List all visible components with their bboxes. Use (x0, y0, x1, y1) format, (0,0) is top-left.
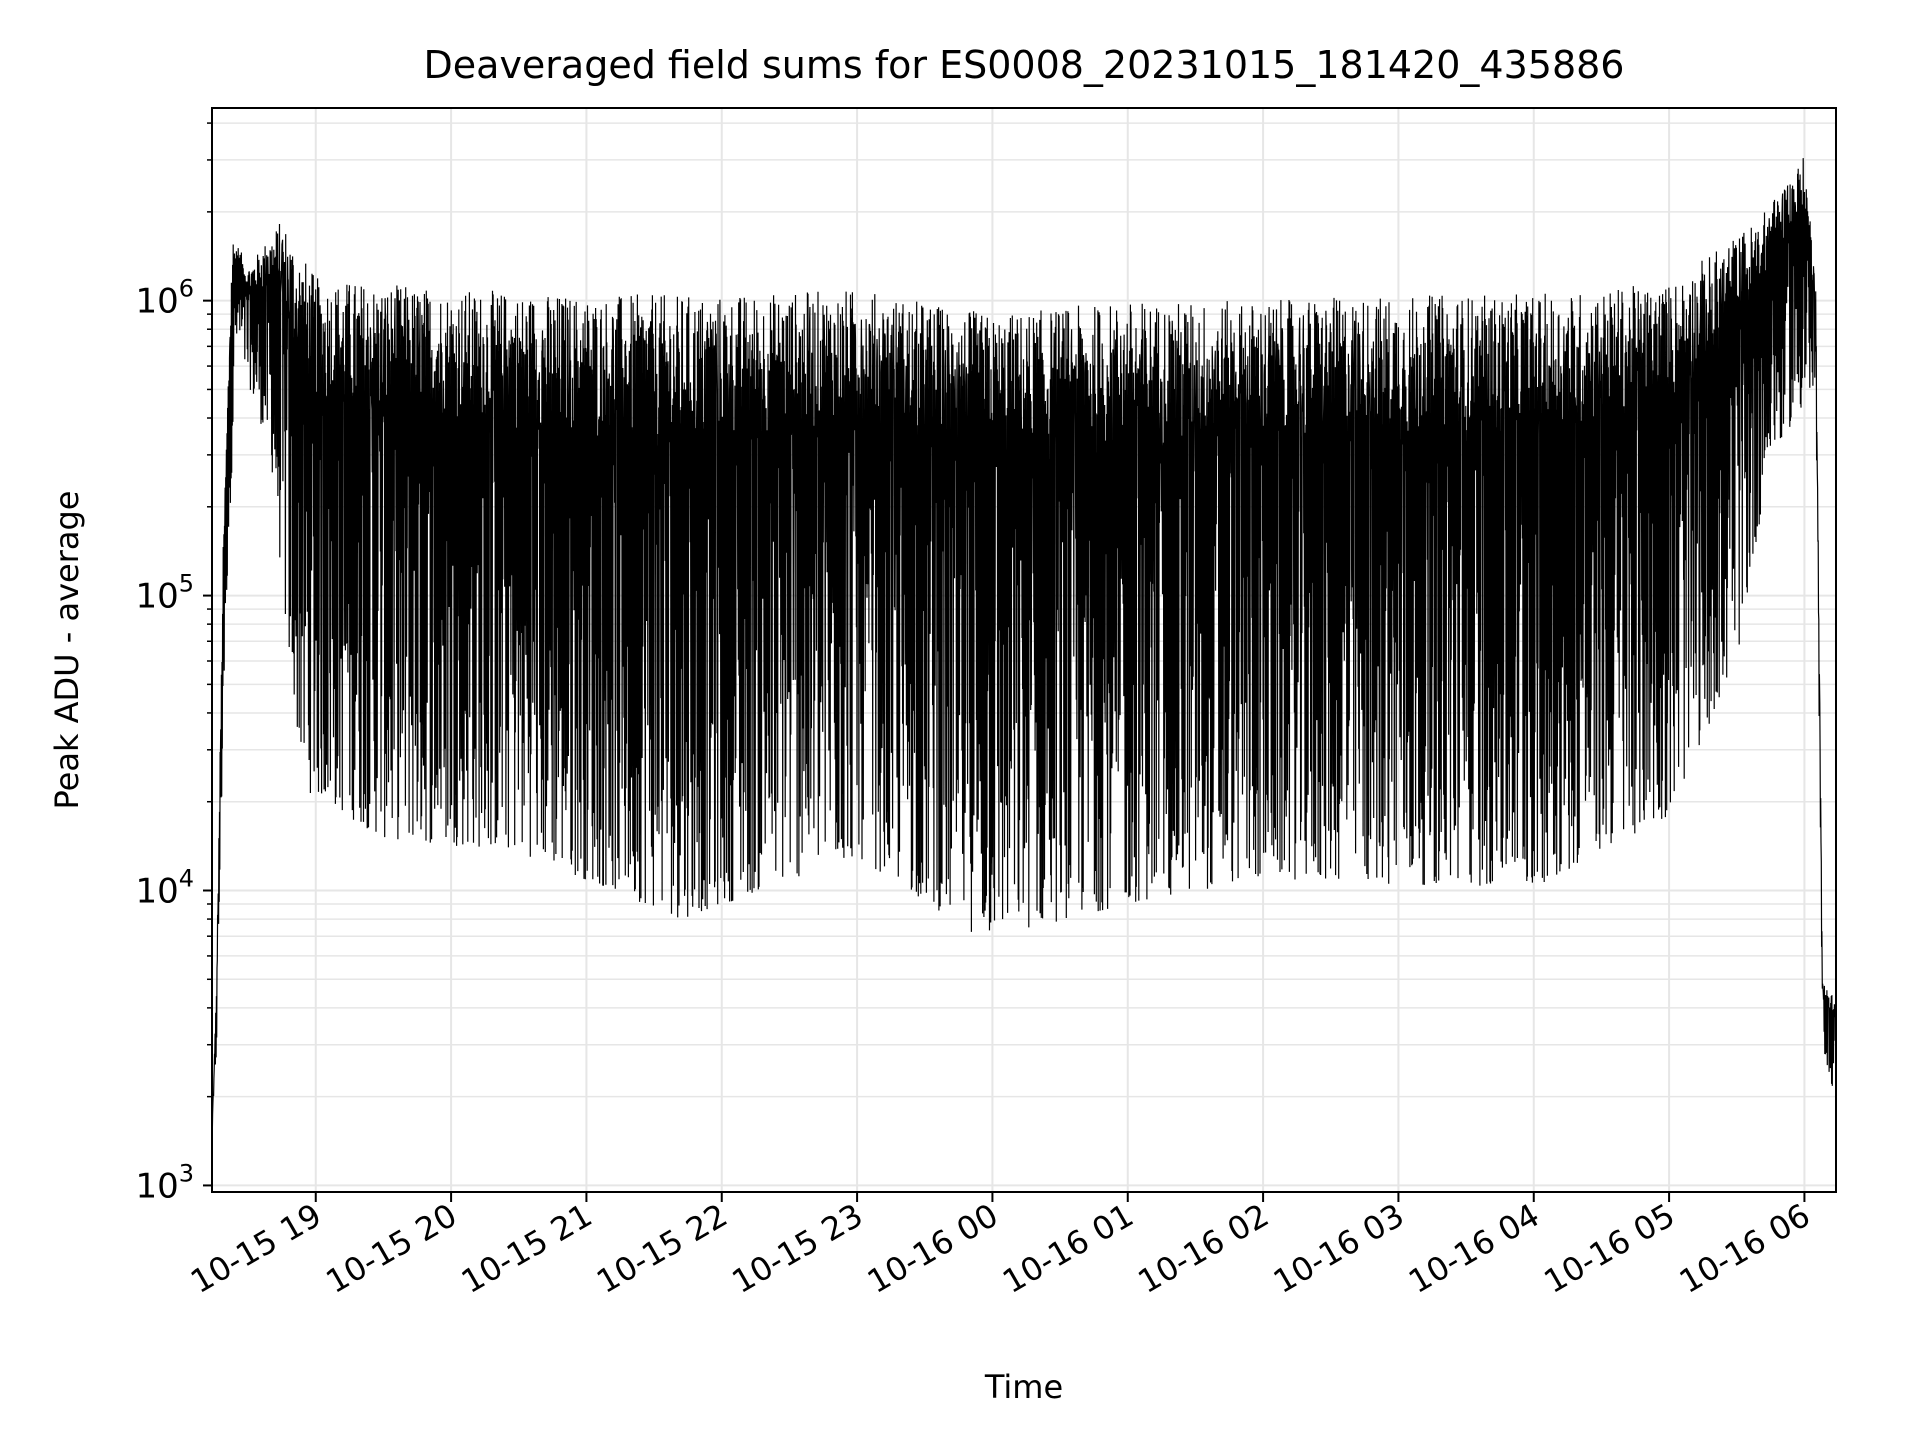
y-tick-label: 105 (135, 570, 194, 617)
y-axis-label: Peak ADU - average (48, 491, 86, 810)
x-tick-label: 10-16 03 (1267, 1196, 1411, 1301)
y-tick-exponent: 6 (179, 275, 194, 303)
y-tick-base: 10 (135, 872, 178, 912)
y-tick-exponent: 3 (179, 1159, 194, 1187)
y-tick-base: 10 (135, 282, 178, 322)
y-tick-exponent: 5 (179, 570, 194, 598)
y-tick-label: 104 (135, 865, 194, 912)
y-tick-label: 103 (135, 1159, 194, 1206)
chart-title: Deaveraged field sums for ES0008_2023101… (424, 43, 1625, 87)
x-tick-label: 10-15 22 (590, 1196, 734, 1301)
series-trace (211, 158, 1837, 1135)
y-tick-base: 10 (135, 1166, 178, 1206)
x-axis-label: Time (984, 1368, 1063, 1406)
x-tick-label: 10-16 05 (1537, 1196, 1681, 1301)
x-tick-label: 10-15 20 (319, 1196, 463, 1301)
y-tick-base: 10 (135, 577, 178, 617)
x-tick-label: 10-16 04 (1402, 1196, 1546, 1301)
x-tick-label: 10-16 01 (996, 1196, 1140, 1301)
series-line (211, 158, 1837, 1135)
x-tick-label: 10-15 23 (725, 1196, 869, 1301)
plot-frame (211, 107, 1837, 1193)
x-tick-label: 10-16 06 (1673, 1196, 1817, 1301)
x-tick-label: 10-15 21 (455, 1196, 599, 1301)
x-tick-label: 10-15 19 (184, 1196, 328, 1301)
x-tick-label: 10-16 02 (1131, 1196, 1275, 1301)
y-tick-exponent: 4 (179, 865, 194, 893)
y-tick-label: 106 (135, 275, 194, 322)
x-tick-label: 10-16 00 (861, 1196, 1005, 1301)
